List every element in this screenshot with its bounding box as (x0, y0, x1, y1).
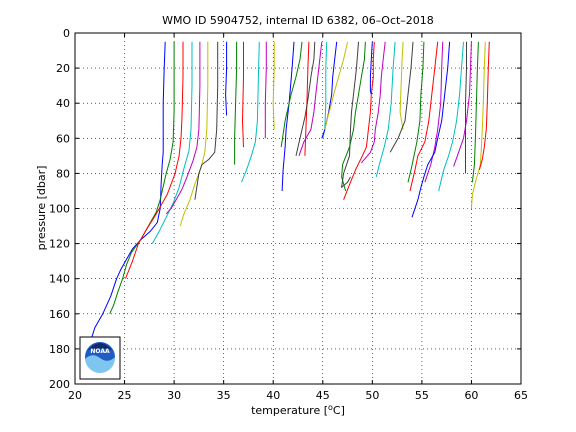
x-tick-label: 30 (167, 389, 181, 402)
profile-line-32 (424, 41, 444, 183)
profile-line-25 (361, 41, 386, 164)
chart-title: WMO ID 5904752, internal ID 6382, 06–Oct… (162, 14, 434, 27)
x-tick-label: 55 (415, 389, 429, 402)
logo-text: NOAA (90, 348, 110, 355)
profile-line-4 (151, 41, 193, 244)
profile-line-1 (87, 41, 166, 353)
series-layer (87, 41, 490, 353)
y-tick-label: 120 (49, 238, 70, 251)
profile-line-12 (264, 41, 267, 139)
profile-line-39 (478, 41, 490, 171)
profile-line-15 (280, 41, 303, 148)
profile-line-37 (471, 41, 479, 183)
profile-line-26 (369, 41, 373, 95)
profile-line-10 (242, 41, 244, 148)
y-tick-label: 100 (49, 203, 70, 216)
profile-line-3 (125, 41, 184, 279)
profile-line-9 (234, 41, 238, 165)
noaa-logo: NOAA (79, 336, 121, 380)
profile-line-35 (453, 41, 472, 167)
x-tick-label: 65 (514, 389, 528, 402)
profile-line-30 (407, 41, 425, 183)
profile-line-2 (109, 41, 175, 315)
y-tick-label: 140 (49, 273, 70, 286)
profile-line-5 (165, 41, 201, 215)
profile-line-34 (438, 41, 464, 192)
y-axis-label: pressure [dbar] (35, 166, 48, 251)
x-tick-label: 60 (464, 389, 478, 402)
logo-bird (88, 343, 112, 350)
x-axis-label: temperature [oC] (251, 403, 345, 417)
y-tick-label: 200 (49, 378, 70, 391)
profile-line-38 (470, 41, 486, 209)
y-tick-label: 180 (49, 343, 70, 356)
profile-line-18 (298, 41, 323, 156)
x-tick-label: 20 (68, 389, 82, 402)
profile-line-27 (375, 41, 396, 178)
x-tick-label: 35 (217, 389, 231, 402)
y-tick-label: 20 (56, 62, 70, 75)
profile-line-23 (341, 41, 366, 192)
x-tick-label: 40 (266, 389, 280, 402)
y-tick-label: 80 (56, 167, 70, 180)
logo-wave (85, 355, 116, 374)
profile-line-17 (295, 41, 316, 156)
x-tick-label: 25 (118, 389, 132, 402)
plot-area (75, 33, 521, 384)
y-tick-label: 40 (56, 97, 70, 110)
profile-line-36 (465, 41, 467, 174)
profile-line-14 (281, 41, 295, 192)
profile-line-33 (411, 41, 451, 218)
profile-line-28 (399, 41, 404, 130)
x-tick-label: 45 (316, 389, 330, 402)
profile-line-24 (343, 41, 375, 200)
profile-line-7 (194, 41, 219, 200)
y-tick-label: 160 (49, 308, 70, 321)
profile-line-8 (225, 41, 228, 116)
profile-line-21 (324, 41, 349, 130)
axis-ticks: 20 25 30 35 40 45 50 55 60 65 0 20 40 60 80 100 120 140 16… (49, 27, 528, 402)
profile-line-11 (241, 41, 260, 183)
profile-line-29 (389, 41, 414, 153)
y-tick-label: 0 (63, 27, 70, 40)
y-tick-label: 60 (56, 132, 70, 145)
grid (75, 33, 521, 384)
profile-line-31 (409, 41, 439, 192)
x-tick-label: 50 (365, 389, 379, 402)
profile-line-13 (272, 41, 275, 130)
